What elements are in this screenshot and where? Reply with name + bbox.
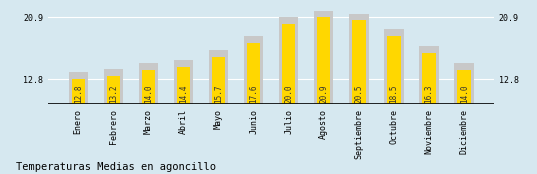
Bar	[423, 53, 436, 104]
Bar	[282, 24, 295, 104]
Text: 20.0: 20.0	[284, 85, 293, 103]
Text: 17.6: 17.6	[249, 85, 258, 103]
Bar	[104, 69, 123, 104]
Bar	[69, 72, 88, 104]
Bar	[317, 17, 330, 104]
Bar	[454, 63, 474, 104]
Text: 12.8: 12.8	[74, 85, 83, 103]
Text: Temperaturas Medias en agoncillo: Temperaturas Medias en agoncillo	[16, 162, 216, 172]
Bar	[349, 14, 368, 104]
Bar	[352, 21, 366, 104]
Bar	[244, 36, 263, 104]
Bar	[174, 60, 193, 104]
Text: 14.0: 14.0	[144, 85, 153, 103]
Text: 14.4: 14.4	[179, 85, 188, 103]
Text: 18.5: 18.5	[389, 85, 398, 103]
Bar	[419, 46, 439, 104]
Text: 13.2: 13.2	[109, 85, 118, 103]
Bar	[279, 17, 299, 104]
Text: 20.5: 20.5	[354, 85, 364, 103]
Bar	[458, 70, 471, 104]
Bar	[107, 76, 120, 104]
Text: 16.3: 16.3	[425, 85, 433, 103]
Bar	[387, 36, 401, 104]
Bar	[314, 11, 333, 104]
Text: 14.0: 14.0	[460, 85, 469, 103]
Bar	[212, 57, 225, 104]
Text: 15.7: 15.7	[214, 85, 223, 103]
Bar	[142, 70, 155, 104]
Bar	[71, 79, 85, 104]
Bar	[384, 29, 404, 104]
Bar	[209, 50, 228, 104]
Bar	[139, 63, 158, 104]
Text: 20.9: 20.9	[320, 85, 328, 103]
Bar	[177, 67, 190, 104]
Bar	[247, 43, 260, 104]
